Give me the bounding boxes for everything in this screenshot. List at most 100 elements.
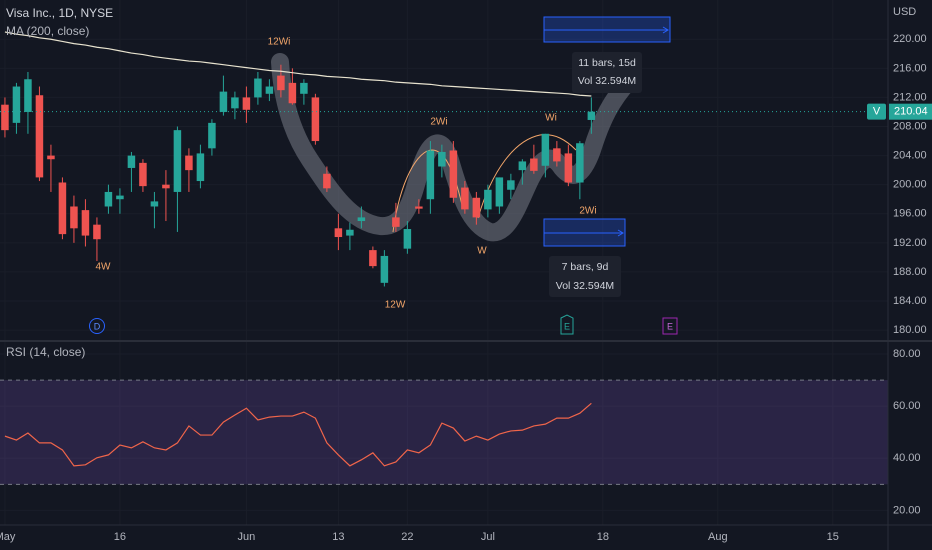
annotation: W	[477, 246, 487, 257]
x-tick-label: Aug	[708, 531, 728, 543]
y-tick-label: 204.00	[893, 150, 927, 162]
candle-body	[438, 151, 446, 167]
rsi-band-fill	[0, 380, 888, 485]
event-marker[interactable]	[560, 314, 574, 335]
x-tick-label: 22	[401, 531, 413, 543]
candle-body	[461, 187, 469, 210]
candle-body	[518, 161, 527, 171]
rsi-band	[0, 379, 888, 485]
candle-body	[173, 130, 182, 192]
x-tick-label: Jul	[481, 531, 495, 543]
candle-body	[185, 155, 193, 171]
event-label: D	[94, 321, 101, 331]
measure-tooltip	[549, 256, 621, 297]
candle-body	[426, 150, 435, 200]
x-tick-label: 15	[827, 531, 839, 543]
candle-body	[576, 143, 584, 183]
candle-body	[564, 153, 573, 183]
candle-body	[81, 210, 90, 236]
candle-body	[208, 122, 216, 149]
rsi-tick-label: 20.00	[893, 504, 921, 516]
x-tick-label: May	[0, 531, 16, 543]
event-marker[interactable]	[662, 317, 678, 335]
candle-body	[484, 189, 492, 210]
candle-body	[449, 150, 458, 198]
currency-label: USD	[893, 6, 916, 18]
last-price-label: 210.04	[894, 106, 928, 118]
y-tick-label: 212.00	[893, 91, 927, 103]
x-tick-label: 16	[114, 531, 126, 543]
measure-bars: 11 bars, 15d	[578, 57, 636, 69]
measure-bars: 7 bars, 9d	[562, 261, 609, 273]
candle-body	[254, 78, 262, 98]
annotation: 2Wi	[430, 117, 447, 128]
measure-tooltip	[572, 52, 642, 93]
candle-body	[392, 217, 400, 227]
candle-body	[58, 182, 67, 235]
annotation: 4W	[96, 262, 112, 273]
rsi-line	[4, 402, 592, 467]
annotation: Wi	[545, 113, 557, 124]
plot	[0, 31, 888, 467]
candle-body	[231, 97, 239, 109]
y-tick-label: 208.00	[893, 120, 927, 132]
y-tick-label: 220.00	[893, 33, 927, 45]
candle-body	[380, 255, 389, 283]
candle-body	[288, 82, 297, 104]
y-tick-label: 196.00	[893, 208, 927, 220]
rsi-tick-label: 60.00	[893, 400, 921, 412]
event-label: E	[564, 321, 570, 331]
candle-body	[277, 75, 285, 91]
candle-body	[541, 133, 550, 166]
y-tick-label: 188.00	[893, 266, 927, 278]
candle-body	[219, 91, 228, 112]
y-tick-label: 200.00	[893, 179, 927, 191]
annotation: 12W	[385, 300, 406, 311]
candle-body	[47, 155, 55, 160]
symbol-tag	[867, 103, 886, 120]
candle-body	[24, 79, 32, 112]
y-tick-label: 184.00	[893, 295, 927, 307]
candle-body	[93, 224, 101, 240]
candle-body	[104, 191, 113, 207]
candle-body	[369, 250, 377, 267]
axes: 180.00 184.00 188.00 192.00 196.00 200.00 204.…	[0, 33, 932, 543]
candle-body	[139, 162, 147, 187]
candle-body	[150, 201, 159, 207]
candle-body	[300, 82, 308, 94]
y-tick-label: 180.00	[893, 324, 927, 336]
x-tick-label: 18	[597, 531, 609, 543]
measure-volume: Vol 32.594M	[556, 280, 614, 292]
candle-body	[530, 158, 538, 171]
candle-body	[495, 177, 504, 207]
candle-body	[116, 195, 124, 200]
annotation: 2Wi	[579, 206, 596, 217]
event-label: E	[667, 321, 673, 331]
candle-body	[127, 155, 136, 168]
candle-body	[323, 173, 331, 189]
event-marker[interactable]	[89, 318, 105, 334]
measure-volume: Vol 32.594M	[578, 75, 636, 87]
candle-body	[357, 217, 366, 222]
candle-body	[242, 97, 251, 110]
ma-line	[4, 31, 592, 97]
candle-body	[415, 206, 423, 209]
y-tick-label: 192.00	[893, 237, 927, 249]
rsi-label: RSI (14, close)	[6, 345, 85, 359]
chart-title: Visa Inc., 1D, NYSE	[6, 6, 113, 20]
ma-label: MA (200, close)	[6, 24, 89, 38]
candle-body	[507, 180, 515, 190]
range-arrow-head	[617, 229, 624, 237]
y-tick-label: 216.00	[893, 62, 927, 74]
candle-body	[1, 104, 9, 131]
candle-body	[472, 197, 481, 218]
arc-drawing	[477, 134, 577, 219]
candle-body	[196, 153, 205, 182]
symbol-label: V	[873, 106, 881, 118]
candle-body	[35, 95, 44, 178]
candle-body	[311, 97, 320, 142]
candle-body	[334, 228, 343, 238]
x-tick-label: Jun	[238, 531, 256, 543]
candle-body	[70, 206, 78, 229]
